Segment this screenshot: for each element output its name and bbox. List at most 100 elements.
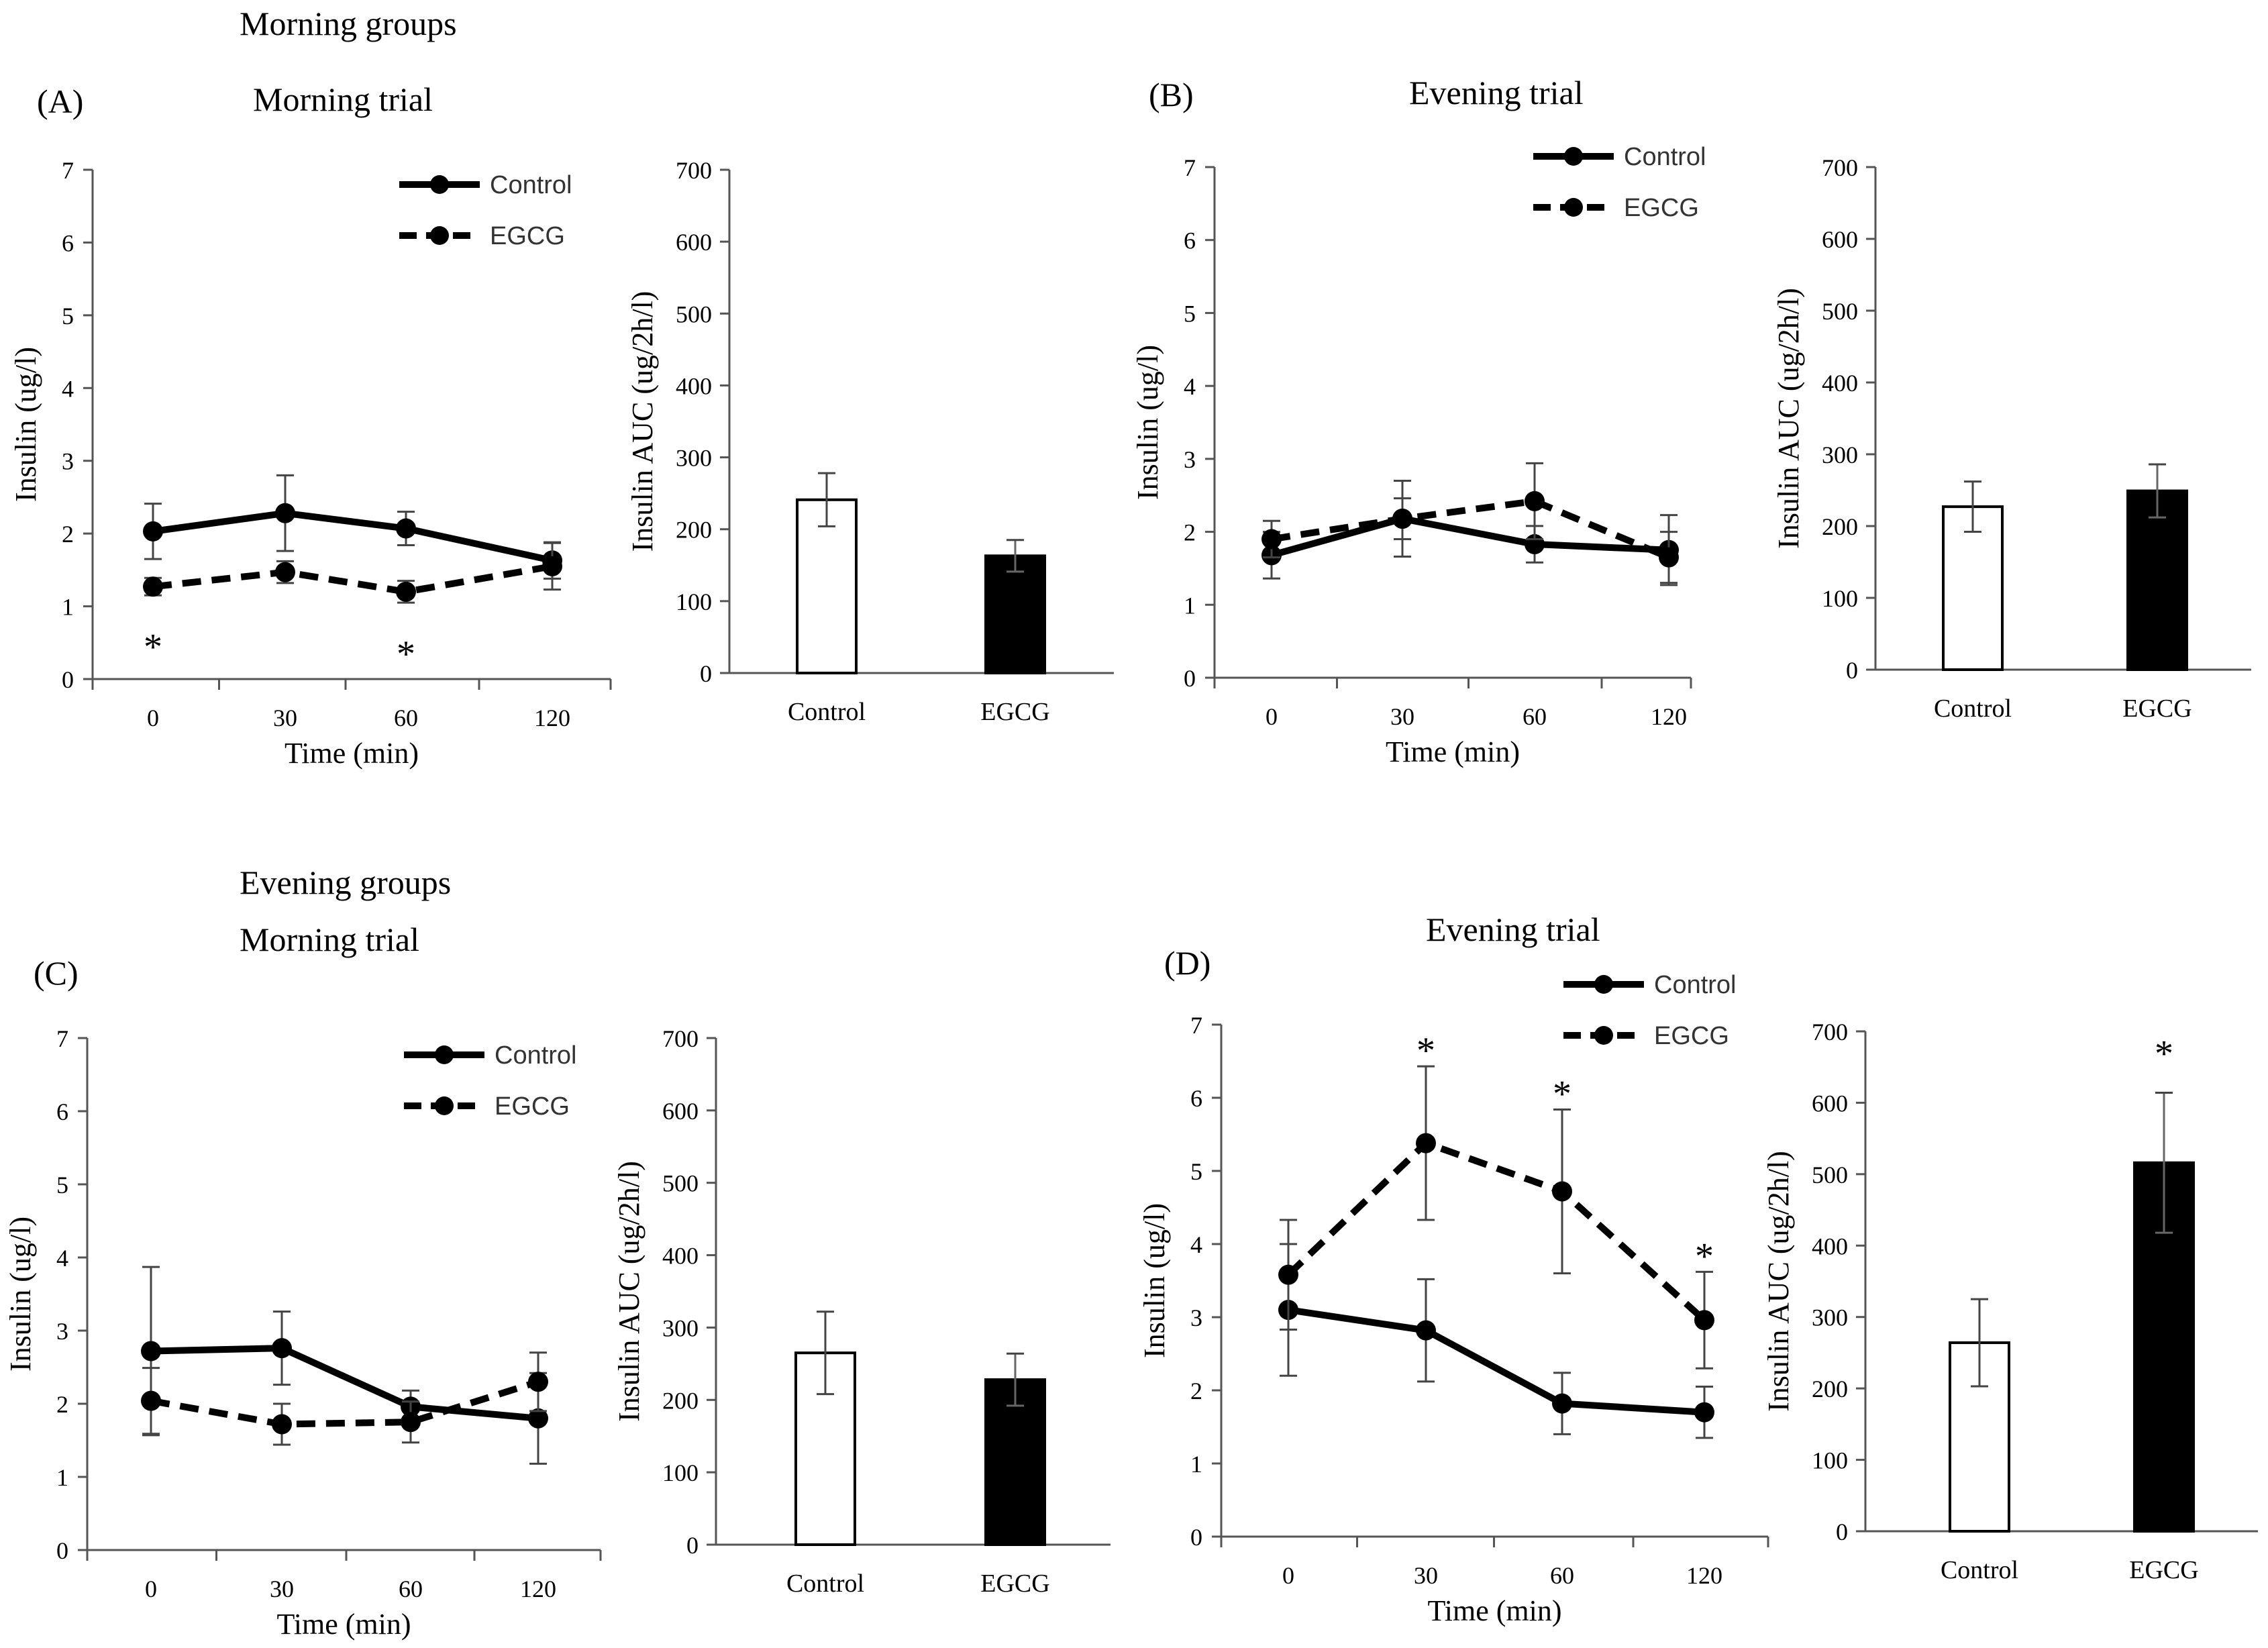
y-tick-label: 600: [1812, 1090, 1848, 1117]
data-point-egcg: [141, 1390, 161, 1411]
data-point-egcg: [1261, 529, 1282, 550]
legend-label-egcg: EGCG: [1624, 194, 1699, 222]
panel-c-title: Morning trial: [240, 921, 419, 958]
legend-marker-egcg: [1564, 198, 1583, 217]
significance-star: *: [144, 626, 162, 668]
y-tick-label: 7: [56, 1025, 68, 1052]
legend-marker-egcg: [435, 1096, 454, 1115]
y-tick-label: 5: [1184, 300, 1196, 327]
legend-marker-control: [1594, 975, 1613, 994]
y-tick-label: 4: [1190, 1231, 1202, 1258]
y-tick-label: 200: [1812, 1376, 1848, 1402]
heading-evening-groups: Evening groups: [240, 864, 451, 901]
data-point-control: [528, 1408, 548, 1429]
panel-d-label: (D): [1164, 944, 1210, 982]
x-tick-label: 60: [1550, 1562, 1574, 1589]
data-point-egcg: [528, 1372, 548, 1392]
bar-egcg: [984, 554, 1046, 674]
y-tick-label: 3: [62, 448, 74, 475]
y-tick-label: 400: [662, 1243, 699, 1270]
x-tick-label: 30: [273, 705, 297, 731]
y-tick-label: 1: [1184, 592, 1196, 619]
charts-layer: 0 1 2 3 4 5 6 7 0 30 60 120 Time (min) Insulin (ug/l)…: [4, 143, 2258, 1641]
y-tick-label: 100: [1822, 585, 1858, 612]
panel-d-title: Evening trial: [1426, 911, 1600, 948]
y-axis-title: Insulin AUC (ug/2h/l): [626, 291, 659, 552]
data-point-egcg: [401, 1412, 421, 1433]
series-line-egcg: [150, 1378, 539, 1428]
significance-star: *: [1553, 1073, 1571, 1115]
data-point-egcg: [1659, 547, 1679, 568]
data-point-egcg: [1552, 1181, 1572, 1202]
x-tick-label: EGCG: [980, 698, 1049, 726]
y-tick-label: 1: [62, 594, 74, 621]
x-tick-label: 120: [534, 705, 570, 731]
y-tick-label: 3: [1190, 1304, 1202, 1331]
bar-egcg: [2126, 489, 2188, 671]
x-tick-label: 120: [1651, 703, 1687, 730]
y-tick-label: 4: [62, 375, 74, 402]
y-tick-label: 200: [676, 517, 712, 544]
data-point-egcg: [1416, 1133, 1436, 1153]
y-axis-title: Insulin (ug/l): [1131, 345, 1164, 500]
y-tick-label: 700: [1812, 1019, 1848, 1045]
y-tick-label: 6: [1190, 1085, 1202, 1112]
legend-marker-control: [430, 175, 449, 194]
data-point-egcg: [1694, 1310, 1714, 1331]
bar-egcg: [984, 1378, 1046, 1546]
y-tick-label: 500: [676, 301, 712, 327]
data-point-egcg: [1392, 509, 1412, 529]
y-tick-label: 500: [1822, 298, 1858, 325]
y-tick-label: 500: [1812, 1162, 1848, 1188]
y-axis-title: Insulin (ug/l): [1138, 1203, 1171, 1358]
series-line-egcg: [1286, 1139, 1707, 1323]
y-tick-label: 400: [676, 372, 712, 399]
y-tick-label: 700: [662, 1025, 699, 1052]
x-tick-label: Control: [786, 1569, 864, 1598]
data-point-control: [1416, 1320, 1436, 1341]
y-tick-label: 3: [1184, 446, 1196, 473]
significance-star: *: [1695, 1235, 1714, 1277]
y-tick-label: 100: [676, 588, 712, 615]
x-tick-label: 120: [1686, 1562, 1722, 1589]
x-tick-label: 30: [1390, 703, 1414, 730]
y-tick-label: 600: [1822, 226, 1858, 253]
y-tick-label: 0: [56, 1537, 68, 1564]
y-tick-label: 6: [56, 1098, 68, 1125]
legend-label-egcg: EGCG: [1654, 1022, 1729, 1050]
x-tick-label: 60: [394, 705, 418, 731]
legend-label-control: Control: [490, 171, 572, 199]
x-tick-label: EGCG: [980, 1569, 1049, 1598]
y-tick-label: 400: [1812, 1233, 1848, 1259]
y-axis-title: Insulin (ug/l): [4, 1217, 37, 1372]
x-tick-label: EGCG: [2122, 694, 2192, 723]
y-tick-label: 0: [1836, 1518, 1848, 1545]
data-point-control: [143, 521, 163, 542]
x-tick-label: Control: [1941, 1556, 2018, 1584]
y-tick-label: 500: [662, 1170, 699, 1197]
series-line-control: [1288, 1306, 1705, 1416]
x-axis-title: Time (min): [1427, 1594, 1561, 1627]
x-axis-title: Time (min): [285, 737, 419, 770]
legend-label-control: Control: [1654, 971, 1737, 999]
data-point-control: [1694, 1402, 1714, 1423]
data-point-control: [1552, 1393, 1572, 1414]
y-tick-label: 1: [56, 1464, 68, 1491]
x-tick-label: 120: [520, 1576, 556, 1602]
legend-marker-egcg: [1594, 1026, 1613, 1045]
y-tick-label: 700: [676, 157, 712, 184]
data-point-control: [396, 518, 416, 539]
legend-marker-control: [435, 1045, 454, 1064]
x-axis-title: Time (min): [276, 1608, 411, 1641]
y-tick-label: 2: [56, 1391, 68, 1418]
y-tick-label: 600: [662, 1098, 699, 1125]
data-point-egcg: [143, 576, 163, 597]
panel-a-label: (A): [37, 83, 83, 120]
significance-star: *: [2155, 1033, 2173, 1075]
legend-label-control: Control: [495, 1041, 577, 1070]
legend-marker-egcg: [430, 226, 449, 245]
y-tick-label: 7: [1184, 154, 1196, 181]
y-tick-label: 5: [56, 1172, 68, 1198]
panel-b-label: (B): [1149, 76, 1194, 113]
